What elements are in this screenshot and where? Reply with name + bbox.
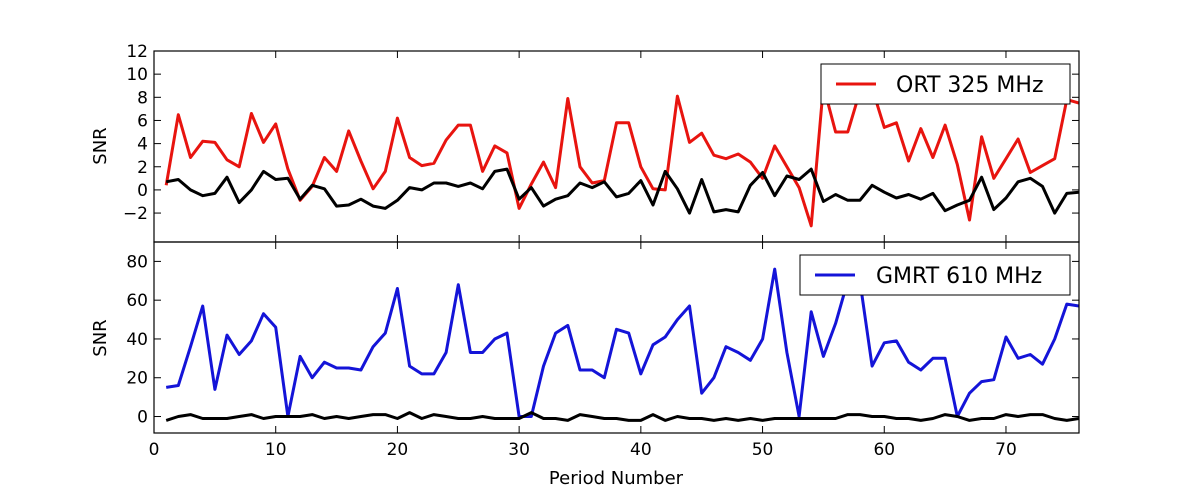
bottom-legend: GMRT 610 MHz [799,254,1071,296]
top-y-tick-label: 4 [137,135,148,155]
top-y-tick-label: 10 [126,65,148,85]
bottom-x-tick-label: 40 [630,440,652,460]
top-y-tick-label: 0 [137,181,148,201]
top-y-tick-label: 8 [137,88,148,108]
bottom-x-tick-label: 20 [387,440,409,460]
bottom-x-tick-label: 30 [508,440,530,460]
top-ticks: −2 0 2 4 6 8 10 12 [123,42,1079,242]
top-legend: ORT 325 MHz [820,63,1071,105]
bottom-legend-label: GMRT 610 MHz [876,264,1042,289]
top-legend-label: ORT 325 MHz [896,73,1044,98]
bottom-y-axis-label: SNR [90,319,111,356]
bottom-axes-frame [153,241,1080,434]
bottom-y-tick-label: 0 [137,408,148,428]
x-axis-label: Period Number [549,468,684,486]
bottom-y-tick-label: 80 [126,252,148,272]
bottom-y-tick-label: 40 [126,330,148,350]
top-y-tick-label: 6 [137,111,148,131]
bottom-y-tick-label: 60 [126,291,148,311]
top-series-line-offpulse [165,167,1079,215]
panel-top: −2 0 2 4 6 8 10 12 SNR ORT 325 MHz [90,42,1080,243]
top-y-tick-label: −2 [123,204,148,224]
bottom-y-tick-label: 20 [126,369,148,389]
bottom-x-tick-label: 50 [752,440,774,460]
bottom-x-tick-label: 60 [873,440,895,460]
bottom-x-tick-label: 70 [995,440,1017,460]
top-y-axis-label: SNR [90,127,111,164]
bottom-x-tick-label: 0 [149,440,160,460]
top-series-line-main [164,84,1079,228]
bottom-ticks: 0 20 40 60 80 0 10 20 30 40 50 60 70 [126,242,1079,460]
bottom-series-line-main [165,267,1079,418]
bottom-x-tick-label: 10 [265,440,287,460]
top-y-tick-label: 2 [137,158,148,178]
panel-bottom: 0 20 40 60 80 0 10 20 30 40 50 60 70 SNR Period Numb… [90,241,1080,486]
bottom-series-line-offpulse [165,411,1079,422]
top-y-tick-label: 12 [126,42,148,62]
top-series-group [164,84,1079,228]
bottom-series-group [165,267,1079,422]
